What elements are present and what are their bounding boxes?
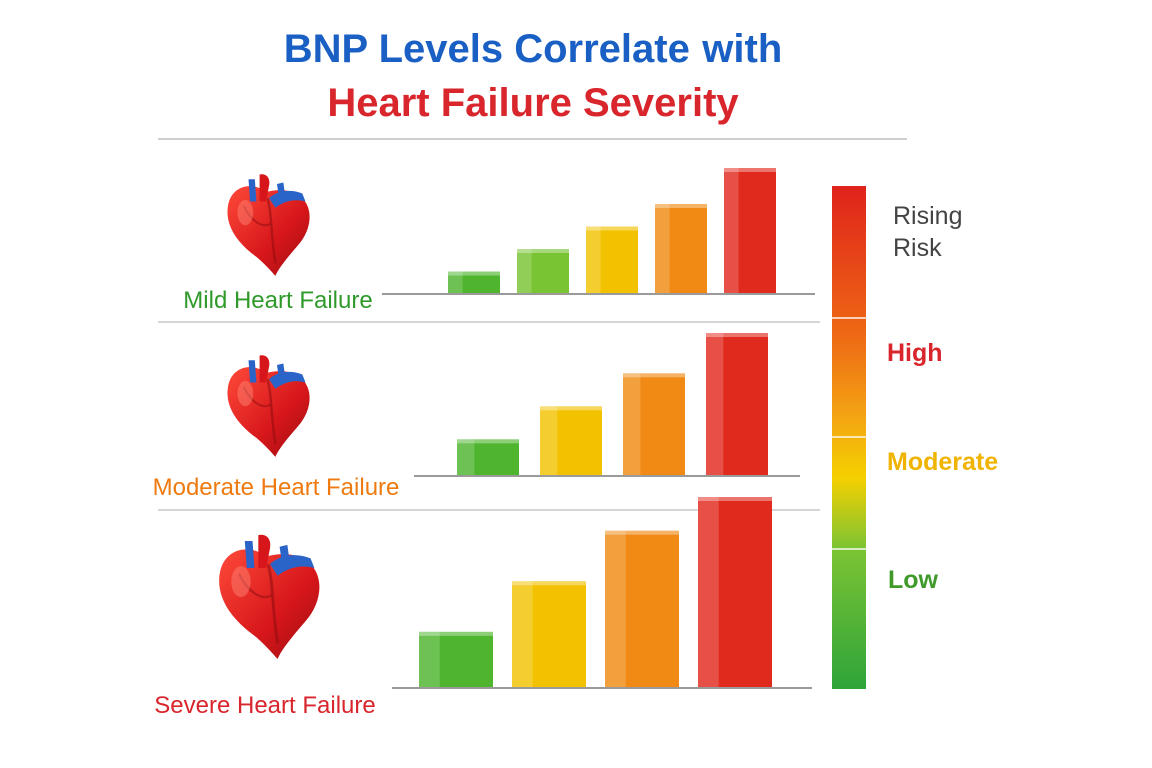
bar-top-moderate-2 [540,406,602,411]
bar-top-mild-3 [586,226,638,231]
title-line-1: BNP Levels Correlate with [284,27,783,71]
title-with: with [701,27,782,71]
bar-top-mild-4 [655,204,707,208]
bar-top-mild-1 [448,271,500,276]
scale-label-low: Low [888,566,939,594]
bar-top-severe-3 [605,530,679,535]
scale-label-high: High [887,339,943,367]
bar-highlight-mild-1 [448,271,463,294]
bar-top-severe-4 [698,497,772,501]
bar-top-moderate-4 [706,333,768,337]
bar-highlight-mild-4 [655,204,670,294]
bar-top-moderate-1 [457,439,519,444]
bar-highlight-moderate-2 [540,406,558,476]
bar-mild-1 [448,271,500,294]
bar-severe-4 [698,497,772,688]
bar-highlight-moderate-3 [623,373,641,476]
bar-group-mild [448,168,776,294]
bar-highlight-moderate-1 [457,439,475,476]
bar-highlight-moderate-4 [706,333,724,476]
heart-icon-moderate [226,353,311,459]
scale-label-risk: Risk [893,234,942,262]
row-label-moderate: Moderate Heart Failure [153,474,400,501]
bar-moderate-4 [706,333,768,476]
bar-mild-4 [655,204,707,294]
bar-highlight-severe-3 [605,530,626,688]
title-line-2: Heart Failure Severity [327,81,739,125]
bar-mild-5 [724,168,776,294]
bar-highlight-severe-2 [512,581,533,688]
bar-highlight-severe-1 [419,631,440,688]
bar-mild-3 [586,226,638,294]
bar-severe-3 [605,530,679,688]
bar-top-severe-2 [512,581,586,586]
row-label-severe: Severe Heart Failure [154,692,375,719]
bar-group-severe [419,497,772,688]
bar-highlight-mild-3 [586,226,601,294]
heart-icon-severe [217,533,322,661]
bar-group-moderate [457,333,768,476]
bar-moderate-2 [540,406,602,476]
bar-severe-1 [419,631,493,688]
bar-moderate-3 [623,373,685,476]
bar-highlight-mild-5 [724,168,739,294]
bar-severe-2 [512,581,586,688]
row-label-mild: Mild Heart Failure [183,287,372,314]
scale-label-moderate: Moderate [887,448,998,476]
bar-highlight-severe-4 [698,497,719,688]
heart-icon-mild [226,172,311,278]
bar-highlight-mild-2 [517,249,532,294]
bar-mild-2 [517,249,569,294]
scale-label-rising: Rising [893,202,962,230]
title-main: BNP Levels Correlate [284,27,690,71]
bar-top-mild-2 [517,249,569,253]
bar-top-severe-1 [419,631,493,636]
bar-top-mild-5 [724,168,776,172]
bar-moderate-1 [457,439,519,476]
bar-top-moderate-3 [623,373,685,378]
